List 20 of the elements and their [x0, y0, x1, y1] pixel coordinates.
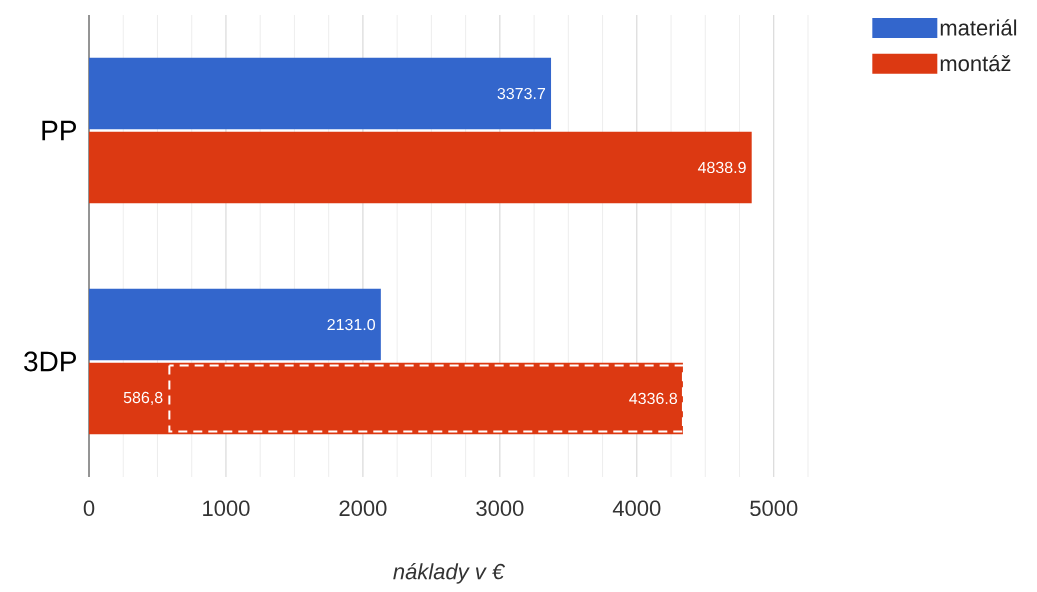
x-tick-label: 4000: [612, 500, 661, 517]
data-label: 2131.0: [327, 318, 376, 331]
bar: [89, 57, 552, 130]
y-tick-label: 3DP: [24, 351, 76, 372]
annotation: 586,8: [123, 391, 163, 406]
x-tick-label: 2000: [339, 500, 387, 517]
x-tick-label: 0: [83, 500, 95, 517]
x-tick-label: 5000: [750, 500, 798, 517]
data-label: 3373.7: [497, 87, 546, 100]
x-axis-title: náklady v €: [393, 562, 506, 584]
x-tick-label: 1000: [203, 500, 250, 517]
bar: [89, 288, 381, 361]
bar: [89, 362, 683, 435]
y-tick-label: PP: [42, 120, 76, 141]
legend-label: montáž: [940, 54, 1011, 72]
data-label: 4336.8: [629, 392, 678, 405]
data-label: 4838.9: [697, 161, 746, 174]
legend-label: materiál: [940, 19, 1017, 36]
x-tick-label: 3000: [476, 500, 524, 517]
bar: [89, 131, 752, 204]
